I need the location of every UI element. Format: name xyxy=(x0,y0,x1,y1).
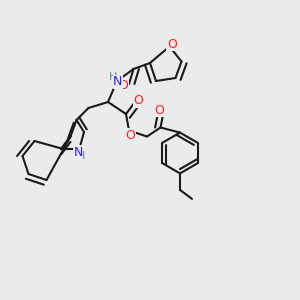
Text: O: O xyxy=(154,103,164,117)
Text: H: H xyxy=(109,71,118,82)
Text: O: O xyxy=(167,38,177,51)
Text: H: H xyxy=(77,151,85,161)
Text: N: N xyxy=(73,146,83,159)
Text: O: O xyxy=(119,79,128,92)
Text: O: O xyxy=(126,128,135,142)
Text: N: N xyxy=(113,75,123,88)
Text: O: O xyxy=(134,94,143,107)
